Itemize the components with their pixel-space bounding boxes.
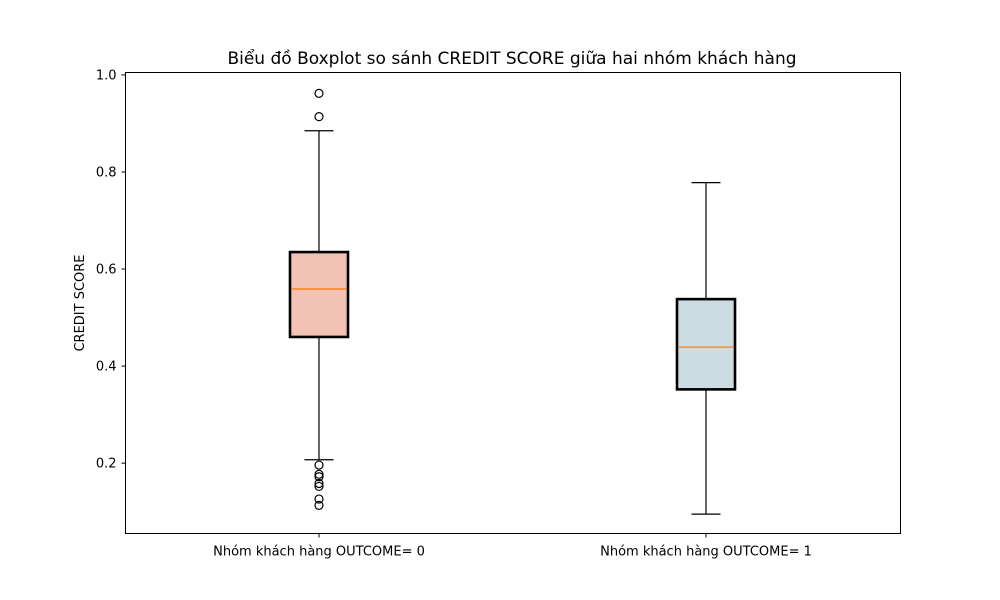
outlier-point (314, 478, 324, 489)
box (675, 297, 737, 391)
box (288, 250, 350, 339)
y-tick-label: 1.0 (96, 68, 117, 83)
outlier-point (314, 472, 324, 482)
plot-area: 0.2 0.4 0.6 0.8 1.0 Nhóm khách hàng OUTCOME= … (96, 68, 812, 559)
x-tick-label: Nhóm khách hàng OUTCOME= 0 (213, 545, 425, 560)
outlier-point (314, 500, 324, 510)
chart-title: Biểu đồ Boxplot so sánh CREDIT SCORE giữ… (227, 48, 796, 69)
outlier-point (314, 460, 324, 470)
y-tick-label: 0.8 (96, 165, 117, 180)
y-axis-label: CREDIT SCORE (73, 254, 88, 351)
outlier-point (314, 112, 324, 122)
outlier-point (314, 481, 324, 492)
y-tick-label: 0.6 (96, 263, 117, 278)
y-tick-label: 0.4 (96, 360, 117, 375)
outlier-point (314, 494, 324, 504)
outlier-point (314, 88, 324, 98)
plot-frame (125, 72, 901, 534)
y-tick-label: 0.2 (96, 457, 117, 472)
x-tick-label: Nhóm khách hàng OUTCOME= 1 (600, 545, 812, 560)
outlier-point (314, 469, 324, 479)
